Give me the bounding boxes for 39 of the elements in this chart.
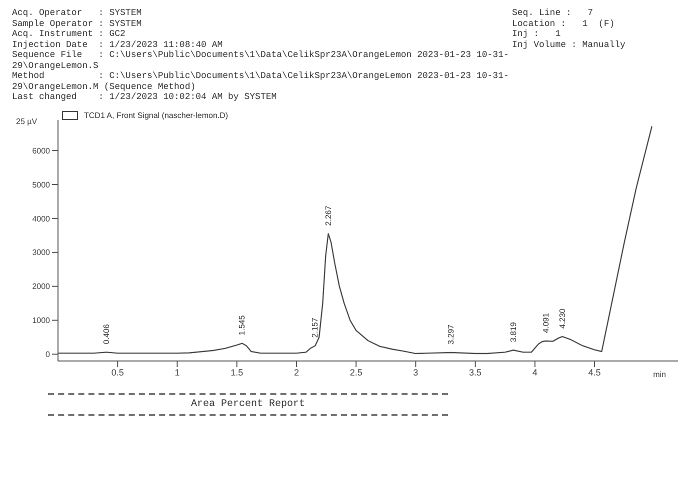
x-tick-label: 2: [294, 366, 299, 377]
x-tick-label: 0.5: [111, 366, 124, 377]
text: Acq. Instrument : GC2: [12, 29, 126, 40]
text: Inj Volume : Manually: [512, 40, 626, 50]
text: Injection Date : 1/23/2023 11:08:40 AM: [12, 40, 224, 50]
annotation: 3.297: [446, 323, 456, 344]
x-axis-title: min: [653, 370, 666, 378]
x-tick-label: 3.5: [469, 366, 482, 377]
text: Inj : 1: [512, 29, 562, 40]
text: Sample Operator : SYSTEM: [12, 18, 143, 29]
y-tick-label: 2000: [32, 282, 51, 291]
y-tick-label: 6000: [32, 146, 51, 155]
text: Last changed : 1/23/2023 10:02:04 AM by SYSTEM: [12, 92, 278, 102]
y-tick-label: 3000: [32, 248, 51, 257]
text: Acq. Operator : SYSTEM: [12, 8, 143, 18]
text: Seq. Line : 7: [512, 8, 594, 18]
y-tick-label: 0: [46, 350, 51, 359]
x-tick-label: 4: [532, 366, 538, 377]
y-tick-label: 4000: [32, 214, 51, 223]
y-axis-title: 25 µV: [16, 116, 38, 126]
x-tick-label: 1: [174, 366, 180, 377]
text: Area Percent Report: [190, 398, 306, 410]
annotation: 0.406: [102, 323, 111, 344]
x-tick-label: 2.5: [350, 366, 362, 377]
annotation: 2.157: [310, 316, 320, 338]
annotation: 3.819: [508, 321, 518, 342]
x-tick-label: 1.5: [230, 366, 244, 377]
legend-label: TCD1 A, Front Signal (nascher-lemon.D): [83, 110, 228, 120]
annotation: 4.091: [541, 312, 550, 332]
x-tick-label: 3: [413, 366, 418, 377]
y-tick-label: 5000: [32, 180, 51, 189]
x-tick-label: 4.5: [588, 366, 601, 377]
y-tick-label: 1000: [32, 316, 51, 325]
text: Method : C:\Users\Public\Documents\1\Data\CelikSpr23A\OrangeLemon 2023-01-23 10-31-29\OrangeLemon.M (Sequence Method): [12, 71, 510, 92]
text: Sequence File : C:\Users\Public\Documents\1\Data\CelikSpr23A\OrangeLemon 2023-01-23 10-31-29\OrangeLemon.S: [12, 50, 510, 71]
annotation: 4.230: [558, 307, 567, 328]
annotation: 1.545: [238, 314, 247, 335]
annotation: 2.267: [324, 204, 333, 226]
text: Location : 1 (F): [512, 18, 616, 29]
